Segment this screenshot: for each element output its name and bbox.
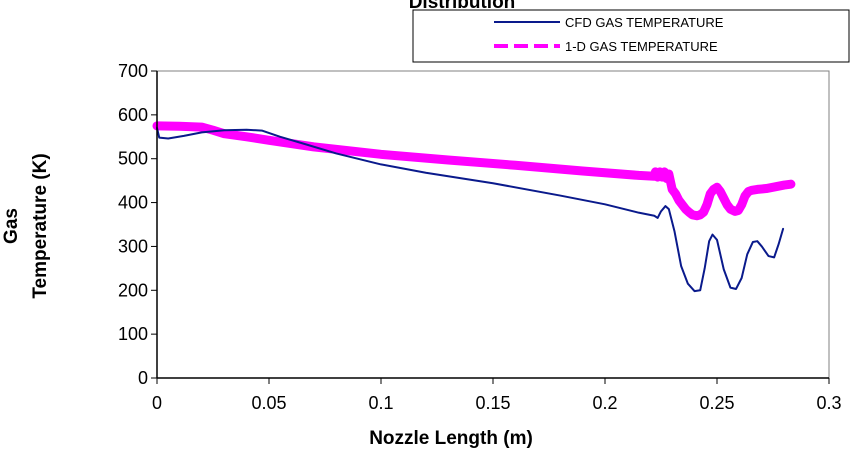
x-tick-label: 0 bbox=[152, 393, 162, 413]
y-tick-label: 0 bbox=[138, 368, 148, 388]
x-tick-label: 0.25 bbox=[699, 393, 734, 413]
x-tick-label: 0.1 bbox=[368, 393, 393, 413]
y-tick-label: 400 bbox=[118, 193, 148, 213]
x-tick-label: 0.2 bbox=[592, 393, 617, 413]
x-tick-label: 0.3 bbox=[816, 393, 841, 413]
legend-box bbox=[412, 9, 850, 63]
legend-label-cfd: CFD GAS TEMPERATURE bbox=[565, 15, 724, 30]
y-tick-label: 700 bbox=[118, 61, 148, 81]
y-tick-label: 600 bbox=[118, 105, 148, 125]
y-axis-title-line2: Temperature (K) bbox=[30, 153, 51, 298]
y-tick-label: 300 bbox=[118, 236, 148, 256]
legend-label-1d: 1-D GAS TEMPERATURE bbox=[565, 39, 718, 54]
y-tick-label: 100 bbox=[118, 324, 148, 344]
series-line-1d bbox=[152, 121, 796, 221]
y-axis-title-line1: Gas bbox=[1, 208, 22, 244]
x-axis-title: Nozzle Length (m) bbox=[369, 428, 533, 449]
x-tick-label: 0.15 bbox=[475, 393, 510, 413]
data-layer bbox=[152, 121, 796, 293]
y-tick-label: 500 bbox=[118, 149, 148, 169]
x-tick-label: 0.05 bbox=[251, 393, 286, 413]
series-line-cfd bbox=[156, 127, 785, 293]
y-tick-label: 200 bbox=[118, 280, 148, 300]
axis-layer: 0 100 200 300 400 500 600 700 0 0.05 0.1 0.15 0.2 0.2… bbox=[118, 61, 842, 413]
legend: CFD GAS TEMPERATURE 1-D GAS TEMPERATURE bbox=[412, 9, 850, 63]
plot-area bbox=[156, 70, 830, 379]
